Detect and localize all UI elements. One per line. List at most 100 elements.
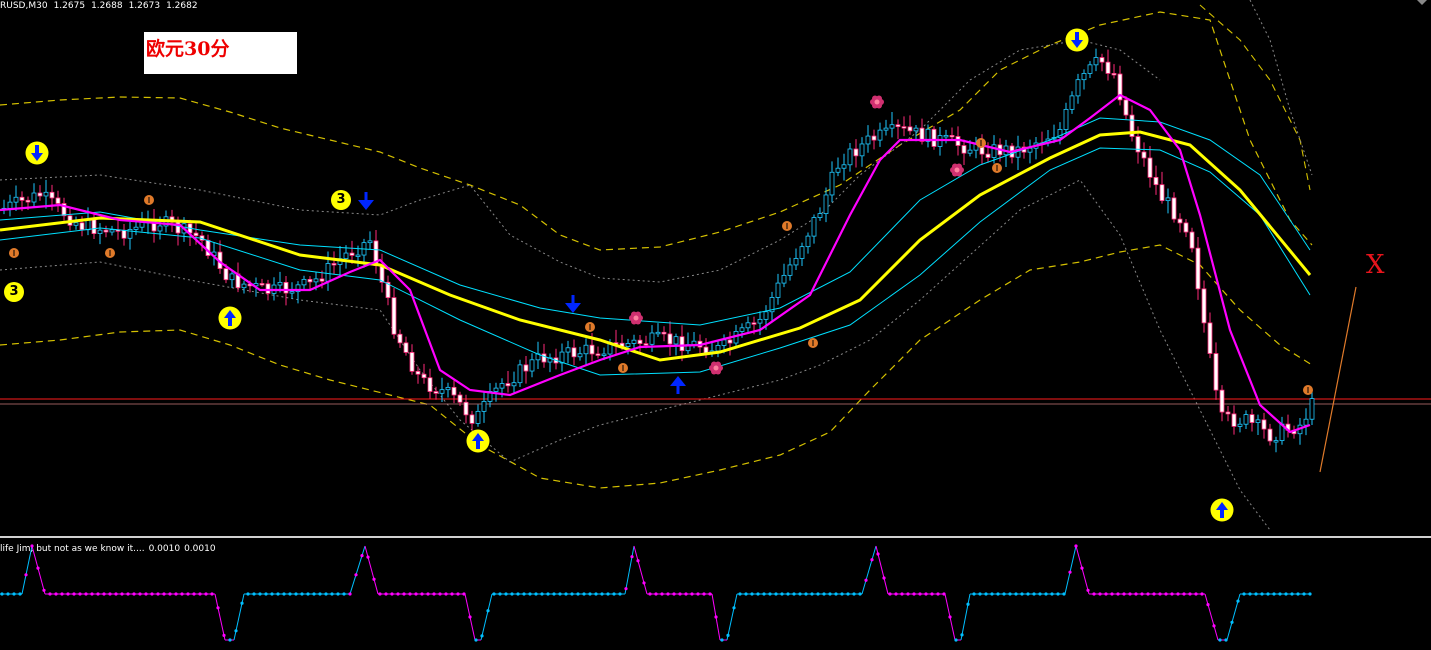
candle-body bbox=[721, 339, 727, 346]
indicator-point bbox=[894, 592, 898, 596]
down-arrow-circle-icon bbox=[25, 141, 49, 165]
trend-line bbox=[1319, 286, 1357, 473]
indicator-point bbox=[588, 592, 592, 596]
candle-body bbox=[295, 284, 301, 293]
candle-body bbox=[1063, 108, 1069, 130]
candle-body bbox=[19, 196, 25, 201]
candle-body bbox=[301, 278, 307, 286]
candle-body bbox=[451, 386, 457, 396]
candle-body bbox=[427, 377, 433, 392]
indicator-point bbox=[1194, 592, 1198, 596]
indicator-point bbox=[1068, 570, 1072, 574]
indicator-point bbox=[390, 592, 394, 596]
candle-body bbox=[541, 353, 547, 363]
indicator-point bbox=[72, 592, 76, 596]
indicator-point bbox=[738, 592, 742, 596]
candle-body bbox=[631, 339, 637, 344]
band-outer-dotted-line bbox=[1249, 0, 1313, 176]
indicator-point bbox=[1080, 566, 1084, 570]
candle-body bbox=[343, 252, 349, 260]
candle-body bbox=[943, 135, 949, 138]
indicator-point bbox=[336, 592, 340, 596]
indicator-point bbox=[252, 592, 256, 596]
indicator-point bbox=[1212, 624, 1216, 628]
indicator-point bbox=[702, 592, 706, 596]
indicator-point bbox=[936, 592, 940, 596]
candle-body bbox=[1183, 222, 1189, 233]
candle-body bbox=[1309, 398, 1315, 420]
indicator-point bbox=[246, 592, 250, 596]
indicator-point bbox=[96, 592, 100, 596]
indicator-point bbox=[1266, 592, 1270, 596]
indicator-segment bbox=[1204, 593, 1219, 641]
indicator-point bbox=[198, 592, 202, 596]
candle-body bbox=[1093, 57, 1099, 66]
indicator-point bbox=[750, 592, 754, 596]
candle-body bbox=[883, 127, 889, 131]
up-arrow-circle-icon bbox=[1210, 498, 1234, 522]
candle-body bbox=[1261, 419, 1267, 430]
indicator-point bbox=[6, 592, 10, 596]
indicator-point bbox=[810, 592, 814, 596]
indicator-point bbox=[1032, 592, 1036, 596]
up-arrow-icon bbox=[670, 376, 686, 394]
envelope-upper-line bbox=[0, 11, 1313, 251]
price-chart[interactable] bbox=[0, 0, 1431, 537]
indicator-point bbox=[174, 592, 178, 596]
fractal-dot-icon bbox=[782, 221, 792, 231]
candle-body bbox=[1267, 428, 1273, 442]
candle-body bbox=[319, 278, 325, 282]
candle-body bbox=[421, 373, 427, 379]
candle-body bbox=[679, 336, 685, 352]
candle-body bbox=[403, 342, 409, 353]
indicator-point bbox=[276, 592, 280, 596]
indicator-chart[interactable] bbox=[0, 538, 1431, 650]
candle-body bbox=[907, 126, 913, 132]
band-upper-dotted-line bbox=[0, 39, 1161, 283]
candle-body bbox=[1177, 218, 1183, 224]
indicator-point bbox=[684, 592, 688, 596]
indicator-point bbox=[990, 592, 994, 596]
indicator-point bbox=[1092, 592, 1096, 596]
symbol-label: RUSD,M30 bbox=[0, 1, 48, 11]
indicator-point bbox=[288, 592, 292, 596]
indicator-point bbox=[144, 592, 148, 596]
indicator-point bbox=[1254, 592, 1258, 596]
candle-body bbox=[871, 135, 877, 141]
pane-separator[interactable] bbox=[0, 536, 1431, 538]
indicator-segment bbox=[861, 545, 877, 595]
fractal-dot-icon bbox=[9, 248, 19, 258]
candle-body bbox=[829, 171, 835, 196]
candle-body bbox=[97, 229, 103, 234]
indicator-point bbox=[156, 592, 160, 596]
candle-body bbox=[439, 389, 445, 394]
candle-body bbox=[835, 167, 841, 173]
candle-body bbox=[673, 336, 679, 345]
candle-body bbox=[649, 332, 655, 345]
candle-body bbox=[781, 274, 787, 284]
scroll-marker-icon[interactable] bbox=[1417, 0, 1427, 5]
open-value: 1.2675 bbox=[53, 1, 86, 11]
indicator-point bbox=[258, 592, 262, 596]
x-marker: X bbox=[1366, 250, 1385, 280]
indicator-point bbox=[210, 592, 214, 596]
indicator-point bbox=[930, 592, 934, 596]
candle-body bbox=[865, 135, 871, 145]
indicator-point bbox=[744, 592, 748, 596]
indicator-point bbox=[420, 592, 424, 596]
indicator-point bbox=[720, 638, 724, 642]
candle-body bbox=[1105, 61, 1111, 74]
down-arrow-icon bbox=[358, 192, 374, 210]
indicator-point bbox=[474, 638, 478, 642]
candle-body bbox=[415, 370, 421, 375]
down-arrow-circle-icon bbox=[1065, 28, 1089, 52]
candle-body bbox=[367, 240, 373, 244]
candle-body bbox=[1099, 57, 1105, 63]
low-value: 1.2673 bbox=[128, 1, 161, 11]
candle-body bbox=[229, 273, 235, 281]
candle-body bbox=[331, 263, 337, 266]
indicator-point bbox=[1050, 592, 1054, 596]
flower-icon bbox=[950, 163, 964, 177]
indicator-point bbox=[678, 592, 682, 596]
indicator-point bbox=[660, 592, 664, 596]
